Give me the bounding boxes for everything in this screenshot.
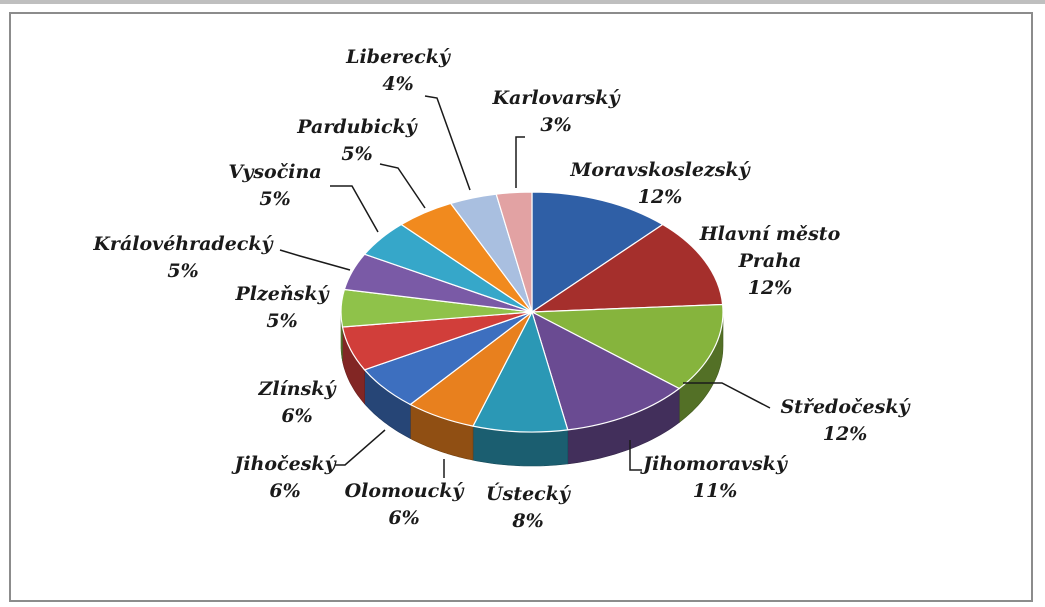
slice-label-name: Zlínský <box>257 378 337 400</box>
leader-line-6 <box>335 429 386 466</box>
slice-label-percent: 5% <box>259 188 290 210</box>
leader-line-11 <box>379 163 426 209</box>
leader-line-12 <box>424 95 471 191</box>
pie-slice-0[interactable] <box>531 191 664 314</box>
leader-line-10 <box>330 185 379 233</box>
slice-label-percent: 5% <box>266 310 297 332</box>
slice-label-percent: 8% <box>511 510 543 532</box>
pie-slice-1[interactable] <box>529 223 724 313</box>
slice-label-name: Vysočina <box>228 161 321 183</box>
slice-label-name: Pardubický <box>296 116 418 138</box>
pie-slice-13[interactable] <box>495 191 533 313</box>
slice-label-percent: 12% <box>823 423 868 445</box>
pie-slices <box>340 191 724 433</box>
slice-label-percent: 12% <box>748 277 793 299</box>
slice-label-name: Královéhradecký <box>92 233 274 255</box>
slice-label-name: Liberecký <box>345 46 452 68</box>
pie-slice-2[interactable] <box>529 303 724 390</box>
pie-slice-3[interactable] <box>531 310 681 431</box>
leader-lines <box>279 95 771 478</box>
slice-label-percent: 4% <box>382 73 413 95</box>
slice-label-percent: 5% <box>167 260 198 282</box>
leader-line-13 <box>515 136 525 188</box>
leader-line-2 <box>683 382 771 409</box>
slice-label-name: Ústecký <box>486 482 572 505</box>
slice-label-percent: 3% <box>540 114 571 136</box>
slice-labels: Moravskoslezský 12% Hlavní město Praha 12% St… <box>92 46 911 532</box>
window-top-edge <box>0 0 1045 4</box>
slice-label-percent: 5% <box>341 143 372 165</box>
leader-line-3 <box>629 440 642 471</box>
slice-label-percent: 11% <box>693 480 738 502</box>
slice-label-name: Jihočeský <box>231 453 337 475</box>
slice-label-percent: 6% <box>269 480 300 502</box>
slice-label-name: Jihomoravský <box>640 453 789 475</box>
slice-label-percent: 6% <box>388 507 419 529</box>
slice-label-name: Plzeňský <box>234 283 330 305</box>
slice-label-percent: 6% <box>281 405 312 427</box>
slice-label-percent: 12% <box>638 186 683 208</box>
leader-line-9 <box>279 249 351 271</box>
slice-label-name: Praha <box>738 250 802 272</box>
slice-label-name: Středočeský <box>780 396 911 418</box>
slice-label-name: Olomoucký <box>345 480 466 502</box>
slice-label-name: Moravskoslezský <box>569 159 751 181</box>
slice-label-name: Karlovarský <box>492 87 622 109</box>
slice-label-name: Hlavní město <box>699 223 841 245</box>
pie-slice-4[interactable] <box>472 310 569 433</box>
